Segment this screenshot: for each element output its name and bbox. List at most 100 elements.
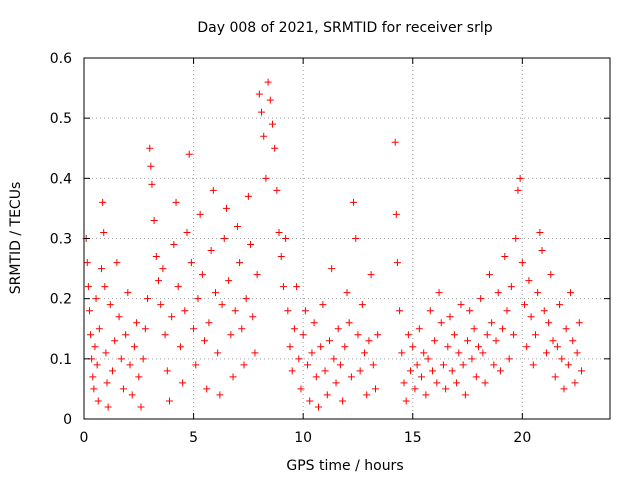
data-point: [100, 228, 108, 236]
data-point: [321, 367, 329, 375]
data-point: [558, 355, 566, 363]
data-point: [304, 361, 312, 369]
data-point: [490, 361, 498, 369]
data-point: [418, 373, 426, 381]
data-point: [453, 379, 461, 387]
data-point: [578, 367, 586, 375]
data-point: [192, 361, 200, 369]
data-point: [435, 289, 443, 297]
data-point: [323, 391, 331, 399]
data-point: [538, 247, 546, 255]
y-tick-label: 0.4: [50, 171, 72, 187]
data-point: [485, 271, 493, 279]
data-point: [398, 349, 406, 357]
data-point: [365, 337, 373, 345]
data-point: [409, 343, 417, 351]
data-point: [101, 283, 109, 291]
data-point: [446, 313, 454, 321]
data-point: [144, 295, 152, 303]
data-point: [306, 397, 314, 405]
data-point: [185, 150, 193, 158]
data-point: [163, 367, 171, 375]
data-point: [431, 337, 439, 345]
data-point: [249, 313, 257, 321]
data-point: [209, 186, 217, 194]
data-point: [455, 349, 463, 357]
data-point: [560, 385, 568, 393]
data-point: [448, 367, 456, 375]
data-point: [290, 325, 298, 333]
data-point: [236, 259, 244, 267]
data-point: [113, 259, 121, 267]
grid-lines: [84, 58, 610, 419]
y-tick-label: 0.5: [50, 111, 72, 127]
data-point: [426, 307, 434, 315]
data-point: [203, 385, 211, 393]
data-point: [413, 361, 421, 369]
data-point: [336, 361, 344, 369]
data-point: [225, 277, 233, 285]
data-point: [124, 289, 132, 297]
data-point: [475, 343, 482, 351]
data-point: [573, 349, 581, 357]
data-point: [505, 355, 513, 363]
data-point: [198, 271, 206, 279]
data-point: [518, 259, 526, 267]
data-point: [562, 325, 570, 333]
data-point: [392, 210, 400, 218]
data-point: [356, 367, 364, 375]
data-point: [516, 174, 524, 182]
data-point: [415, 325, 423, 333]
data-point: [527, 313, 535, 321]
data-point: [157, 301, 165, 309]
axis-ticks: 0 0.1 0.2 0.3 0.4 0.5 0.6 0 5 10 15 20: [50, 51, 610, 446]
data-point: [187, 259, 195, 267]
data-point: [404, 331, 412, 339]
data-point: [308, 349, 316, 357]
data-point: [459, 361, 467, 369]
data-point: [119, 385, 127, 393]
data-point: [571, 379, 579, 387]
data-point: [214, 349, 222, 357]
data-point: [564, 361, 572, 369]
data-point: [271, 144, 279, 152]
data-point: [85, 307, 93, 315]
data-point: [255, 90, 263, 98]
data-point: [229, 373, 237, 381]
data-point: [104, 403, 112, 411]
data-point: [391, 138, 399, 146]
data-point: [277, 253, 285, 261]
data-point: [371, 385, 379, 393]
data-point: [288, 367, 296, 375]
y-tick-label: 0.1: [50, 352, 72, 368]
y-tick-label: 0.6: [50, 51, 72, 67]
x-tick-label: 15: [404, 430, 422, 446]
data-point: [194, 295, 202, 303]
data-point: [542, 349, 550, 357]
data-point: [266, 96, 274, 104]
data-point: [310, 319, 318, 327]
data-point: [494, 289, 502, 297]
data-point: [251, 349, 259, 357]
data-point: [483, 331, 491, 339]
data-point: [472, 373, 480, 381]
data-point: [106, 301, 114, 309]
data-point: [400, 379, 408, 387]
data-point: [339, 397, 347, 405]
data-point: [148, 180, 156, 188]
data-point: [512, 235, 520, 242]
data-point: [358, 301, 366, 309]
data-point: [492, 337, 500, 345]
data-point: [501, 253, 509, 261]
y-tick-label: 0: [63, 412, 72, 428]
data-point: [293, 283, 301, 291]
data-points: [82, 78, 586, 411]
data-point: [567, 289, 575, 297]
data-point: [170, 241, 178, 249]
data-point: [247, 241, 255, 249]
data-point: [464, 337, 472, 345]
data-point: [393, 259, 401, 267]
data-point: [523, 343, 531, 351]
data-point: [529, 361, 537, 369]
data-point: [437, 319, 445, 327]
